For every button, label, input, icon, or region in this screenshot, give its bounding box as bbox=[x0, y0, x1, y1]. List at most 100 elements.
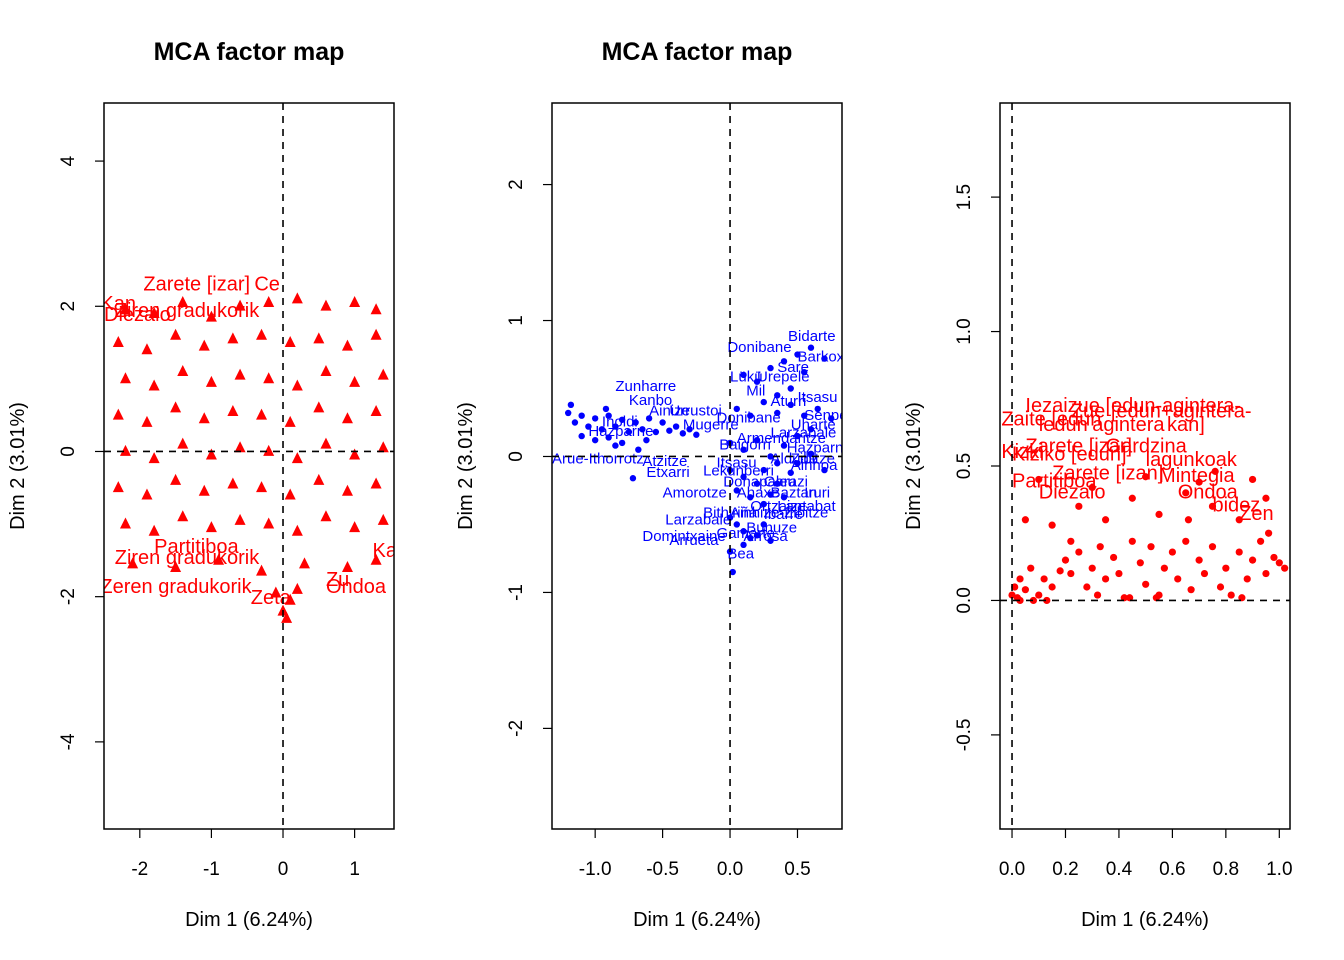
point-label: Hazparne bbox=[588, 423, 653, 440]
point-label: Itsasu bbox=[797, 389, 837, 406]
point-label: Amorotze bbox=[663, 484, 727, 501]
point-label: Zeta bbox=[251, 587, 292, 609]
data-point bbox=[198, 484, 210, 496]
data-point bbox=[1128, 537, 1136, 545]
data-point bbox=[1256, 537, 1265, 545]
data-point bbox=[1195, 478, 1203, 486]
data-point bbox=[320, 299, 332, 311]
data-point bbox=[177, 365, 189, 377]
point-label: Baigorri bbox=[719, 437, 771, 454]
data-point bbox=[141, 488, 153, 500]
data-point bbox=[370, 553, 382, 565]
y-axis: -2 -1 0 1 2 bbox=[506, 179, 552, 737]
data-point bbox=[205, 448, 217, 460]
data-point bbox=[291, 524, 303, 536]
data-point bbox=[639, 426, 646, 433]
data-point bbox=[1216, 583, 1225, 591]
data-point bbox=[270, 586, 282, 598]
point-label: Uharte bbox=[791, 416, 836, 433]
data-point bbox=[591, 436, 599, 444]
data-point bbox=[148, 452, 160, 464]
data-point bbox=[635, 446, 642, 453]
point-label: Ce bbox=[254, 273, 280, 295]
point-label: Ondoa bbox=[1178, 481, 1239, 503]
data-point bbox=[370, 328, 382, 340]
x-tick-label: 0.2 bbox=[1052, 859, 1078, 880]
y-tick-label: 2 bbox=[58, 301, 79, 312]
data-point bbox=[284, 335, 296, 347]
point-label: Armendaritze bbox=[737, 430, 826, 447]
point-label: Ahaxe bbox=[737, 484, 780, 501]
data-point bbox=[291, 292, 303, 304]
data-point bbox=[227, 404, 239, 416]
data-point bbox=[256, 564, 268, 576]
y-tick-label: -0.5 bbox=[954, 719, 975, 752]
x-tick-label: -1 bbox=[203, 859, 220, 880]
data-point bbox=[263, 296, 275, 308]
data-point bbox=[747, 494, 754, 501]
data-point bbox=[801, 412, 808, 419]
data-point bbox=[1235, 548, 1243, 556]
data-point bbox=[564, 409, 572, 417]
data-point bbox=[213, 553, 225, 565]
data-point bbox=[1109, 553, 1118, 562]
point-label: Donapaleu bbox=[723, 473, 796, 490]
data-point bbox=[341, 412, 353, 424]
data-point bbox=[205, 375, 217, 387]
x-axis-label: Dim 1 (6.24%) bbox=[185, 909, 313, 931]
point-label: Bidarte bbox=[788, 328, 836, 345]
data-point bbox=[733, 405, 740, 413]
y-axis: -0.5 0.0 0.5 1.0 1.5 bbox=[954, 184, 1000, 751]
data-point bbox=[141, 415, 153, 427]
panel-mca-factor-map-variables: MCA factor map Zarete [izar] Ce Ziren grad… bbox=[7, 38, 395, 931]
data-point bbox=[605, 434, 612, 441]
data-point bbox=[645, 415, 653, 422]
point-label: Kiziko [edun] bbox=[1012, 444, 1127, 466]
data-point bbox=[341, 339, 353, 351]
point-label: Zen bbox=[1239, 503, 1273, 525]
data-point bbox=[618, 439, 626, 447]
point-label: Zu bbox=[326, 569, 349, 591]
data-point bbox=[729, 568, 736, 576]
data-point bbox=[377, 441, 389, 453]
y-axis-label: Dim 2 (3.01%) bbox=[903, 402, 925, 530]
data-point bbox=[666, 427, 673, 434]
data-point bbox=[1093, 591, 1102, 599]
data-point bbox=[1056, 567, 1064, 575]
data-point bbox=[227, 332, 239, 344]
point-label: Bea bbox=[727, 545, 754, 562]
data-point bbox=[686, 426, 693, 433]
data-point bbox=[1142, 473, 1150, 481]
point-label: Mintegia bbox=[1159, 465, 1235, 487]
data-point bbox=[1184, 516, 1193, 524]
data-point bbox=[828, 415, 835, 422]
y-axis: -4 -2 0 2 4 bbox=[58, 155, 104, 750]
data-point bbox=[170, 401, 182, 413]
data-point bbox=[170, 473, 182, 485]
x-axis: 0.0 0.2 0.4 0.6 0.8 1.0 bbox=[999, 829, 1293, 880]
data-point bbox=[256, 408, 268, 420]
point-label: Zarete [izar] bbox=[1025, 436, 1132, 458]
data-point bbox=[127, 557, 139, 569]
data-point bbox=[141, 343, 153, 355]
data-point bbox=[1101, 516, 1110, 524]
point-label: Donibane bbox=[727, 339, 791, 356]
data-point bbox=[1088, 564, 1096, 572]
y-tick-label: 0.0 bbox=[954, 587, 975, 613]
point-label: Ziren gradukorik bbox=[115, 547, 261, 569]
data-point bbox=[629, 475, 637, 482]
data-point bbox=[205, 521, 217, 533]
x-tick-label: 0 bbox=[278, 859, 289, 880]
y-tick-label: 0.5 bbox=[954, 453, 975, 479]
data-point bbox=[740, 473, 747, 481]
point-label: Ainize bbox=[649, 403, 690, 420]
x-tick-label: 1 bbox=[349, 859, 360, 880]
point-label: Ortzaize bbox=[750, 498, 806, 515]
plot-area: Iezaizue [edun-agintera-Zue [edun+aginte… bbox=[1000, 103, 1290, 829]
data-point bbox=[1275, 559, 1283, 567]
data-point bbox=[821, 466, 828, 474]
data-point bbox=[198, 339, 210, 351]
data-point bbox=[571, 419, 579, 426]
data-point bbox=[284, 488, 296, 500]
data-point bbox=[291, 452, 303, 464]
